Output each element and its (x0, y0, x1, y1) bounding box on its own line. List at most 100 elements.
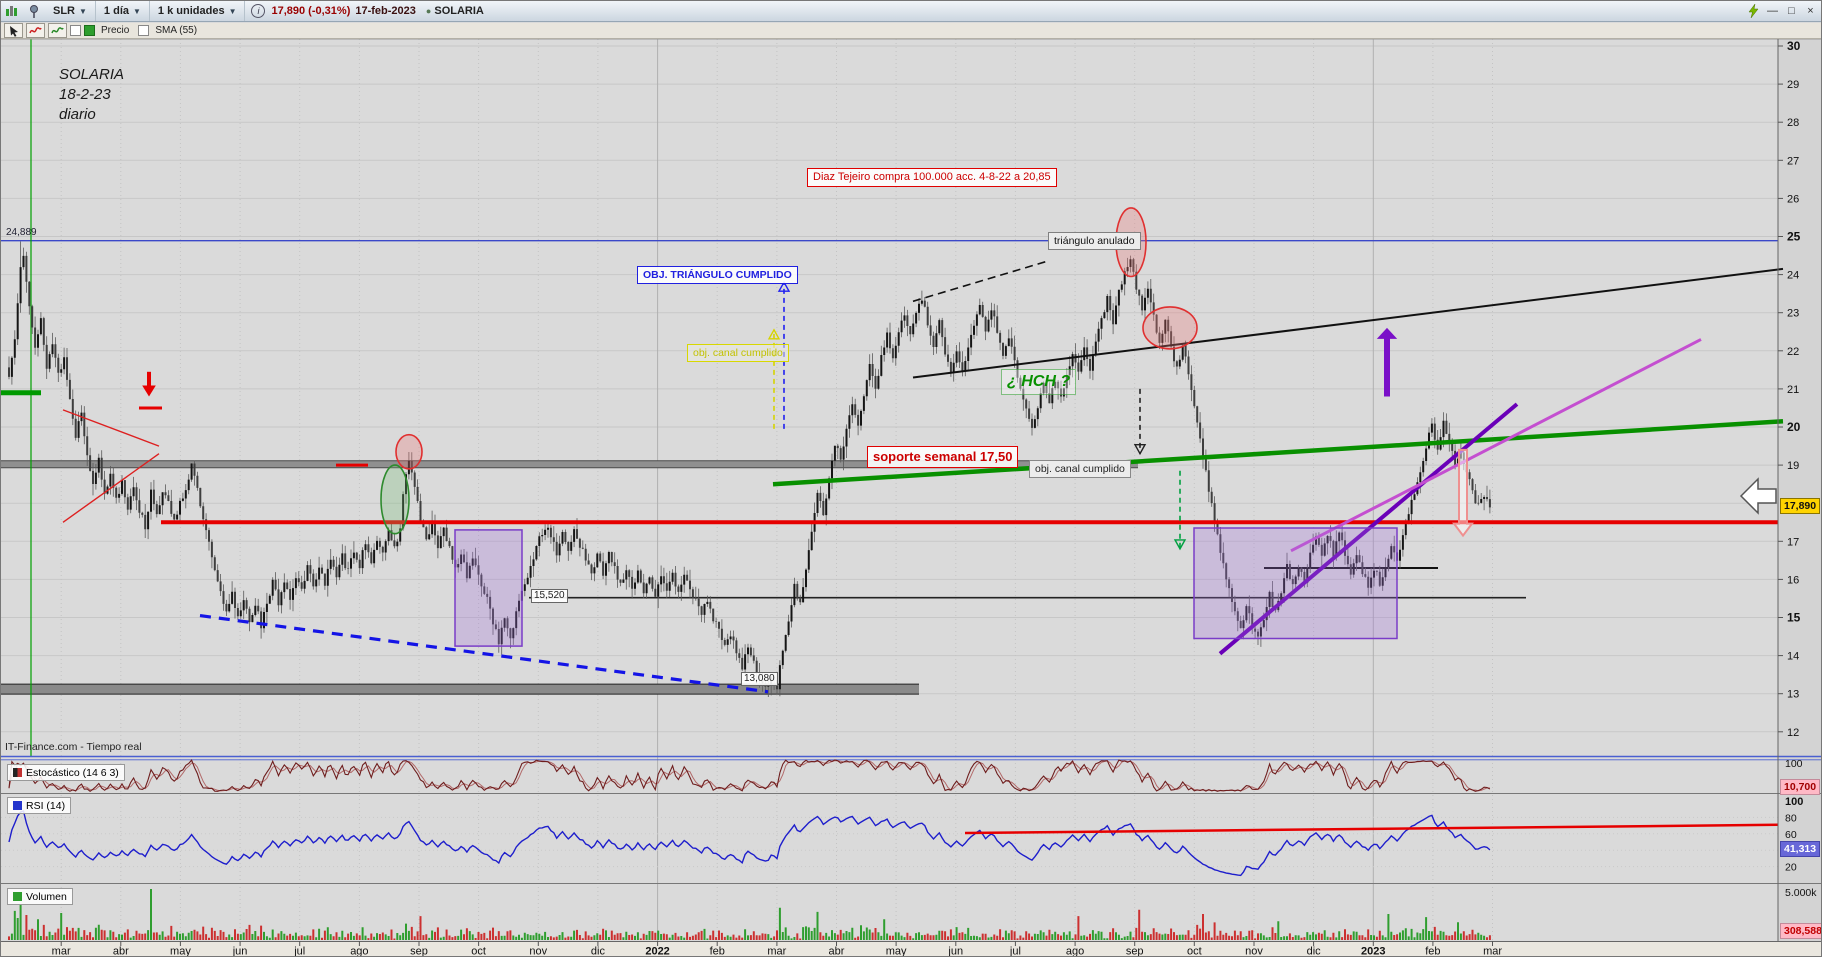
rsi-line (8, 810, 1491, 877)
white-left-arrow[interactable] (1739, 477, 1777, 515)
svg-text:ago: ago (350, 946, 368, 957)
svg-text:jul: jul (1009, 946, 1021, 957)
annotation-diaz-tejeiro[interactable]: Diaz Tejeiro compra 100.000 acc. 4-8-22 … (807, 168, 1057, 187)
volume-panel-label[interactable]: Volumen (7, 888, 73, 905)
last-quote: 17,890 (-0,31%) (271, 5, 351, 17)
svg-text:17: 17 (1787, 536, 1799, 548)
label-15520: 15,520 (531, 589, 568, 603)
rsi-panel-label[interactable]: RSI (14) (7, 797, 72, 814)
close-button[interactable]: × (1807, 5, 1814, 17)
blue-dashed-support (199, 614, 769, 694)
timeframe-dropdown[interactable]: 1 día ▼ (96, 1, 150, 21)
timeframe-label: 1 día (103, 5, 129, 17)
label-13080: 13,080 (741, 672, 778, 686)
svg-text:29: 29 (1787, 79, 1799, 91)
chart-note-timeframe: diario (59, 106, 96, 123)
svg-text:2023: 2023 (1361, 946, 1385, 957)
svg-text:mar: mar (767, 946, 786, 957)
label-24889: 24,889 (6, 227, 37, 238)
stochastic-panel-label[interactable]: Estocástico (14 6 3) (7, 764, 125, 781)
chevron-down-icon: ▼ (228, 6, 237, 16)
maximize-button[interactable]: □ (1788, 5, 1795, 17)
pin-button[interactable] (24, 2, 44, 20)
units-label: 1 k unidades (157, 5, 225, 17)
green-curve-icon (51, 27, 64, 34)
svg-text:jun: jun (232, 946, 248, 957)
rsi-icon (13, 801, 22, 810)
svg-text:nov: nov (529, 946, 547, 957)
pin-icon (30, 4, 38, 18)
chart-note-symbol: SOLARIA (59, 66, 125, 83)
indicator-tool-green-button[interactable] (48, 23, 67, 38)
sma-checkbox[interactable] (138, 25, 150, 36)
svg-text:26: 26 (1787, 193, 1799, 205)
svg-text:100: 100 (1785, 758, 1803, 770)
svg-text:16: 16 (1787, 574, 1799, 586)
purple-box-oct21 (454, 529, 523, 647)
cursor-tool-button[interactable] (4, 23, 23, 38)
indicator-tool-red-button[interactable] (26, 23, 45, 38)
symbol-dropdown[interactable]: SLR ▼ (45, 1, 96, 21)
chart-type-button[interactable] (2, 2, 22, 20)
watermark: IT-Finance.com - Tiempo real (5, 741, 142, 753)
red-wedge-line (62, 453, 160, 523)
green-ellipse-sep21[interactable] (380, 464, 410, 535)
annotation-hch[interactable]: ¿ HCH ? (1001, 369, 1077, 395)
svg-text:abr: abr (113, 946, 129, 957)
svg-text:may: may (170, 946, 191, 957)
svg-text:22: 22 (1787, 346, 1799, 358)
quote-date: 17-feb-2023 (355, 5, 416, 17)
stochastic-k-line (8, 759, 1491, 792)
svg-text:dic: dic (591, 946, 606, 957)
cursor-arrow-icon (9, 25, 18, 37)
svg-text:mar: mar (1483, 946, 1502, 957)
orchid-channel-high (1290, 338, 1702, 553)
svg-text:27: 27 (1787, 155, 1799, 167)
pink-hollow-down-arrow[interactable] (1452, 448, 1474, 538)
minimize-button[interactable]: — (1767, 5, 1778, 17)
purple-up-arrow-head (1376, 327, 1398, 339)
annotation-obj-canal-gray[interactable]: obj. canal cumplido (1029, 460, 1131, 479)
svg-text:20: 20 (1785, 862, 1797, 874)
svg-text:24: 24 (1787, 270, 1799, 282)
rsi-resistance-line (964, 823, 1779, 835)
svg-text:jul: jul (293, 946, 305, 957)
chart-note-date: 18-2-23 (59, 86, 111, 103)
svg-text:dic: dic (1307, 946, 1322, 957)
annotation-obj-canal-yellow[interactable]: obj. canal cumplido (687, 344, 789, 363)
symbol-dropdown-label: SLR (53, 5, 75, 17)
svg-text:may: may (886, 946, 907, 957)
svg-text:80: 80 (1785, 812, 1797, 824)
annotation-triangulo-anulado[interactable]: triángulo anulado (1048, 232, 1141, 251)
chart-toolbar: Precio SMA (55) (1, 23, 1821, 39)
black-rising-line (912, 267, 1784, 379)
red-circle-sep21[interactable] (395, 433, 423, 470)
precio-label: Precio (101, 25, 130, 36)
realtime-flash-button[interactable] (1743, 2, 1763, 20)
svg-text:sep: sep (410, 946, 428, 957)
precio-checkbox[interactable] (70, 25, 81, 36)
purple-box-nov22 (1193, 527, 1398, 640)
red-ellipse-shoulder[interactable] (1142, 306, 1198, 350)
stochastic-icon (13, 768, 22, 777)
svg-text:nov: nov (1245, 946, 1263, 957)
annotation-soporte-semanal[interactable]: soporte semanal 17,50 (867, 446, 1019, 468)
chart-note[interactable]: SOLARIA 18-2-23 diario (59, 65, 124, 125)
info-icon[interactable]: i (251, 4, 266, 18)
volume-label-text: Volumen (26, 890, 67, 903)
svg-text:15: 15 (1787, 611, 1801, 625)
stochastic-label-text: Estocástico (14 6 3) (26, 766, 119, 779)
precio-color-swatch (84, 25, 95, 36)
symbol-name: SOLARIA (434, 5, 484, 17)
annotation-obj-triangulo[interactable]: OBJ. TRIÁNGULO CUMPLIDO (637, 266, 798, 285)
sma-label: SMA (55) (155, 25, 198, 36)
svg-text:14: 14 (1787, 651, 1799, 663)
svg-text:ago: ago (1066, 946, 1084, 957)
svg-text:jun: jun (947, 946, 963, 957)
svg-text:25: 25 (1787, 230, 1801, 244)
volume-bars (8, 889, 1491, 940)
units-dropdown[interactable]: 1 k unidades ▼ (150, 1, 246, 21)
svg-text:20: 20 (1787, 420, 1801, 434)
